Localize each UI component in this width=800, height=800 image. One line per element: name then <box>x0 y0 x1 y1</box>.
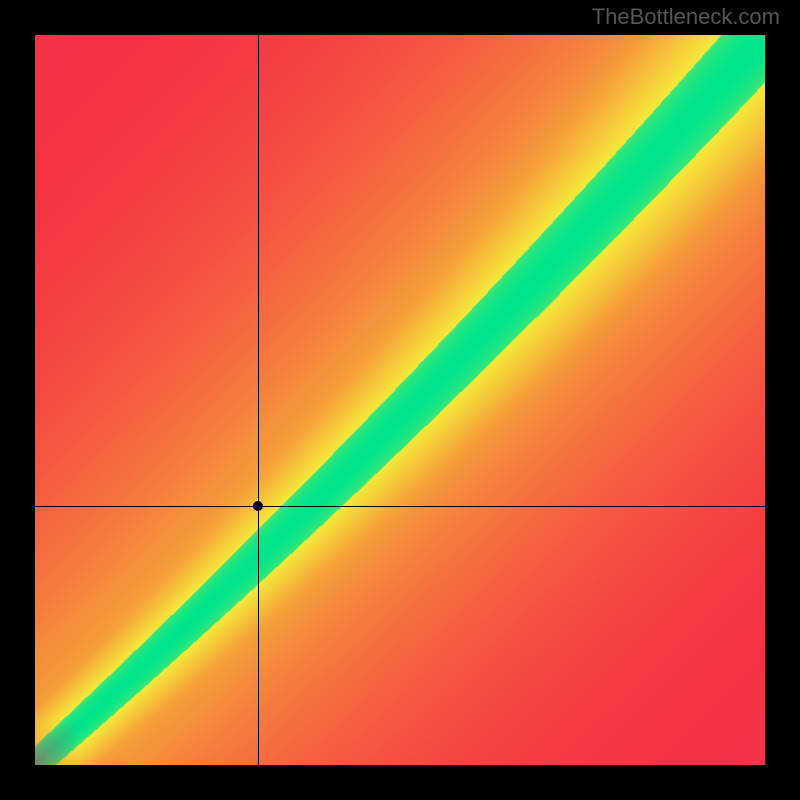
watermark-text: TheBottleneck.com <box>592 4 780 30</box>
crosshair-horizontal <box>35 506 765 507</box>
chart-plot-area <box>35 35 765 765</box>
chart-container: TheBottleneck.com <box>0 0 800 800</box>
crosshair-vertical <box>258 35 259 765</box>
data-point-marker <box>253 501 263 511</box>
heatmap-canvas <box>35 35 765 765</box>
